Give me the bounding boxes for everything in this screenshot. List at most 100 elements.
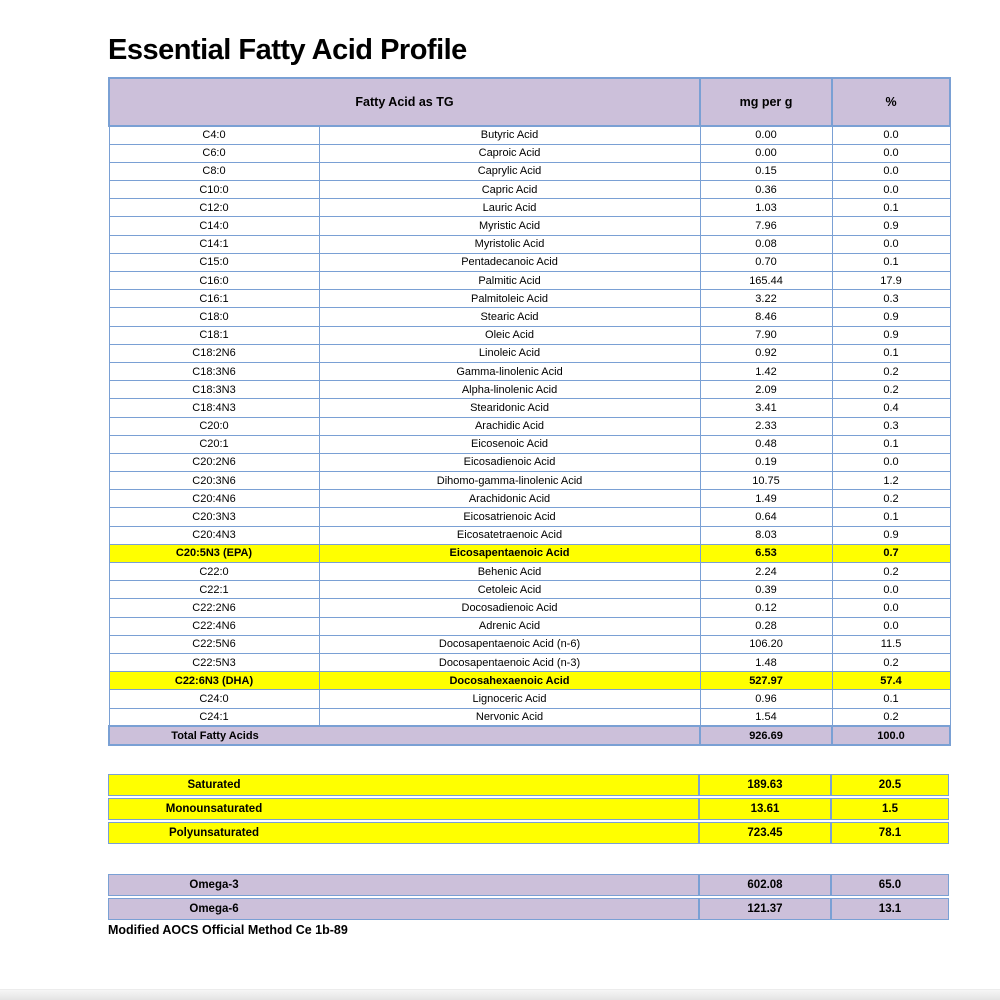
cell-percent: 0.7: [831, 543, 951, 564]
cell-name: Palmitoleic Acid: [318, 289, 701, 309]
cell-mg-per-g: 0.70: [699, 252, 833, 273]
summary-label-cell-label: Polyunsaturated: [168, 827, 260, 840]
cell-name: Stearidonic Acid: [318, 398, 701, 418]
cell-code: C18:2N6: [108, 343, 320, 363]
header-percent: %: [831, 77, 952, 127]
table-row: C20:0 Arachidic Acid 2.33 0.3: [108, 416, 951, 436]
cell-percent: 0.4: [831, 398, 951, 418]
cell-percent: 0.0: [831, 161, 951, 182]
cell-name: Myristic Acid: [318, 216, 701, 236]
table-row: C24:1 Nervonic Acid 1.54 0.2: [108, 707, 951, 727]
cell-code: C4:0: [108, 125, 320, 145]
cell-mg-per-g: 0.64: [699, 507, 833, 527]
header-mg-per-g: mg per g: [699, 77, 834, 127]
cell-mg-per-g: 1.42: [699, 361, 833, 382]
cell-percent: 0.2: [831, 489, 951, 509]
summary-percent: 20.5: [831, 774, 949, 797]
cell-mg-per-g: 3.22: [699, 289, 833, 309]
cell-mg-per-g: 7.90: [699, 325, 833, 345]
cell-name: Palmitic Acid: [318, 270, 701, 291]
cell-code: C18:1: [108, 325, 320, 345]
cell-percent: 0.3: [831, 416, 951, 436]
cell-name: Eicosatetraenoic Acid: [318, 525, 701, 545]
cell-code: C8:0: [108, 161, 320, 182]
cell-name: Eicosenoic Acid: [318, 434, 701, 454]
cell-mg-per-g: 0.19: [699, 452, 833, 473]
cell-mg-per-g: 8.46: [699, 307, 833, 327]
summary-percent: 13.1: [831, 898, 949, 921]
omega-summary-table: Omega-3 602.08 65.0 Omega-6 121.37 13.1: [108, 872, 949, 922]
cell-code: C18:0: [108, 307, 320, 327]
cell-percent: 0.1: [831, 507, 951, 527]
cell-percent: 0.1: [831, 252, 951, 273]
cell-code: C20:3N3: [108, 507, 320, 527]
cell-mg-per-g: 0.92: [699, 343, 833, 363]
summary-mg-per-g: 189.63: [699, 774, 831, 797]
cell-name: Eicosadienoic Acid: [318, 452, 701, 473]
table-row: C18:3N6 Gamma-linolenic Acid 1.42 0.2: [108, 361, 951, 382]
cell-code: C22:2N6: [108, 598, 320, 618]
cell-code: C20:2N6: [108, 452, 320, 473]
cell-mg-per-g: 7.96: [699, 216, 833, 236]
summary-percent: 1.5: [831, 798, 949, 821]
cell-name: Docosahexaenoic Acid: [318, 671, 701, 691]
cell-mg-per-g: 0.12: [699, 598, 833, 618]
cell-percent: 0.0: [831, 616, 951, 636]
summary-label-cell-label: Saturated: [187, 779, 241, 792]
table-row: C18:3N3 Alpha-linolenic Acid 2.09 0.2: [108, 380, 951, 400]
cell-mg-per-g: 106.20: [699, 634, 833, 654]
cell-name: Docosapentaenoic Acid (n-3): [318, 652, 701, 673]
summary-mg-per-g: 121.37: [699, 898, 831, 921]
cell-code: C24:1: [108, 707, 320, 727]
cell-mg-per-g: 1.49: [699, 489, 833, 509]
cell-percent: 0.2: [831, 707, 951, 727]
summary-label-cell-label: Omega-6: [189, 903, 239, 916]
cell-name: Docosapentaenoic Acid (n-6): [318, 634, 701, 654]
cell-mg-per-g: 8.03: [699, 525, 833, 545]
cell-mg-per-g: 2.33: [699, 416, 833, 436]
cell-percent: 0.3: [831, 289, 951, 309]
table-row: C14:0 Myristic Acid 7.96 0.9: [108, 216, 951, 236]
cell-name: Docosadienoic Acid: [318, 598, 701, 618]
table-row: C16:0 Palmitic Acid 165.44 17.9: [108, 270, 951, 291]
summary-label-cell: Omega-3: [108, 874, 699, 897]
summary-label-cell: Polyunsaturated: [108, 822, 699, 845]
cell-mg-per-g: 0.96: [699, 689, 833, 709]
cell-mg-per-g: 0.00: [699, 143, 833, 163]
cell-percent: 0.1: [831, 198, 951, 218]
cell-percent: 0.2: [831, 361, 951, 382]
cell-mg-per-g: 165.44: [699, 270, 833, 291]
table-row: C10:0 Capric Acid 0.36 0.0: [108, 180, 951, 200]
table-row-highlighted: C20:5N3 (EPA) Eicosapentaenoic Acid 6.53 0.…: [108, 543, 951, 564]
table-row: C18:1 Oleic Acid 7.90 0.9: [108, 325, 951, 345]
cell-code: C22:4N6: [108, 616, 320, 636]
total-label: Total Fatty Acids: [171, 729, 259, 742]
cell-name: Caprylic Acid: [318, 161, 701, 182]
summary-row: Polyunsaturated 723.45 78.1: [108, 822, 949, 845]
cell-code: C22:0: [108, 561, 320, 582]
cell-name: Linoleic Acid: [318, 343, 701, 363]
total-label-cell: Total Fatty Acids: [107, 725, 702, 747]
table-row: C22:4N6 Adrenic Acid 0.28 0.0: [108, 616, 951, 636]
table-row: C22:0 Behenic Acid 2.24 0.2: [108, 561, 951, 582]
cell-mg-per-g: 1.54: [699, 707, 833, 727]
table-row: C22:5N3 Docosapentaenoic Acid (n-3) 1.48 0.…: [108, 652, 951, 673]
summary-percent: 78.1: [831, 822, 949, 845]
cell-percent: 0.2: [831, 561, 951, 582]
cell-name: Butyric Acid: [318, 125, 701, 145]
summary-label-cell-label: Monounsaturated: [165, 803, 263, 816]
saturation-summary-table: Saturated 189.63 20.5 Monounsaturated 13.61 1…: [108, 772, 949, 846]
cell-mg-per-g: 0.28: [699, 616, 833, 636]
table-row: C12:0 Lauric Acid 1.03 0.1: [108, 198, 951, 218]
cell-percent: 0.0: [831, 452, 951, 473]
cell-mg-per-g: 0.08: [699, 234, 833, 254]
total-percent-value: 100.0: [831, 725, 952, 747]
table-row: C20:1 Eicosenoic Acid 0.48 0.1: [108, 434, 951, 454]
summary-percent: 65.0: [831, 874, 949, 897]
cell-percent: 0.2: [831, 380, 951, 400]
cell-percent: 0.0: [831, 125, 951, 145]
table-row: C22:2N6 Docosadienoic Acid 0.12 0.0: [108, 598, 951, 618]
table-row: C24:0 Lignoceric Acid 0.96 0.1: [108, 689, 951, 709]
summary-mg-per-g: 602.08: [699, 874, 831, 897]
cell-name: Lignoceric Acid: [318, 689, 701, 709]
